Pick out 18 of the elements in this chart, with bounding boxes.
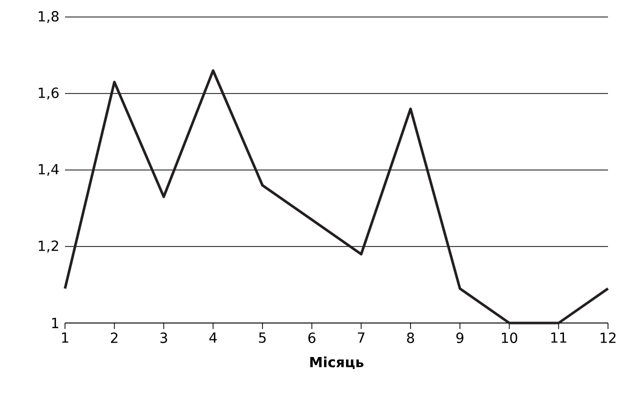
y-tick-label: 1	[52, 318, 58, 328]
x-tick-label: 10	[502, 332, 518, 344]
y-tick-label: 1,4	[38, 164, 59, 176]
x-axis-title: Місяць	[310, 356, 364, 370]
y-tick-label: 1,6	[38, 88, 59, 100]
x-tick-label: 3	[160, 332, 168, 344]
x-tick-label: 9	[456, 332, 464, 344]
x-tick-label: 2	[110, 332, 118, 343]
x-tick-label: 5	[259, 332, 266, 343]
x-tick-label: 1	[62, 332, 68, 343]
y-tick-label: 1,8	[38, 11, 59, 23]
x-tick-label: 12	[600, 332, 616, 343]
x-tick-label: 8	[407, 332, 414, 344]
x-tick-label: 4	[209, 332, 217, 343]
x-tick-label: 7	[358, 332, 364, 343]
y-tick-label: 1,2	[38, 240, 58, 252]
x-tick-label: 11	[551, 332, 566, 343]
x-tick-label: 6	[308, 332, 316, 344]
